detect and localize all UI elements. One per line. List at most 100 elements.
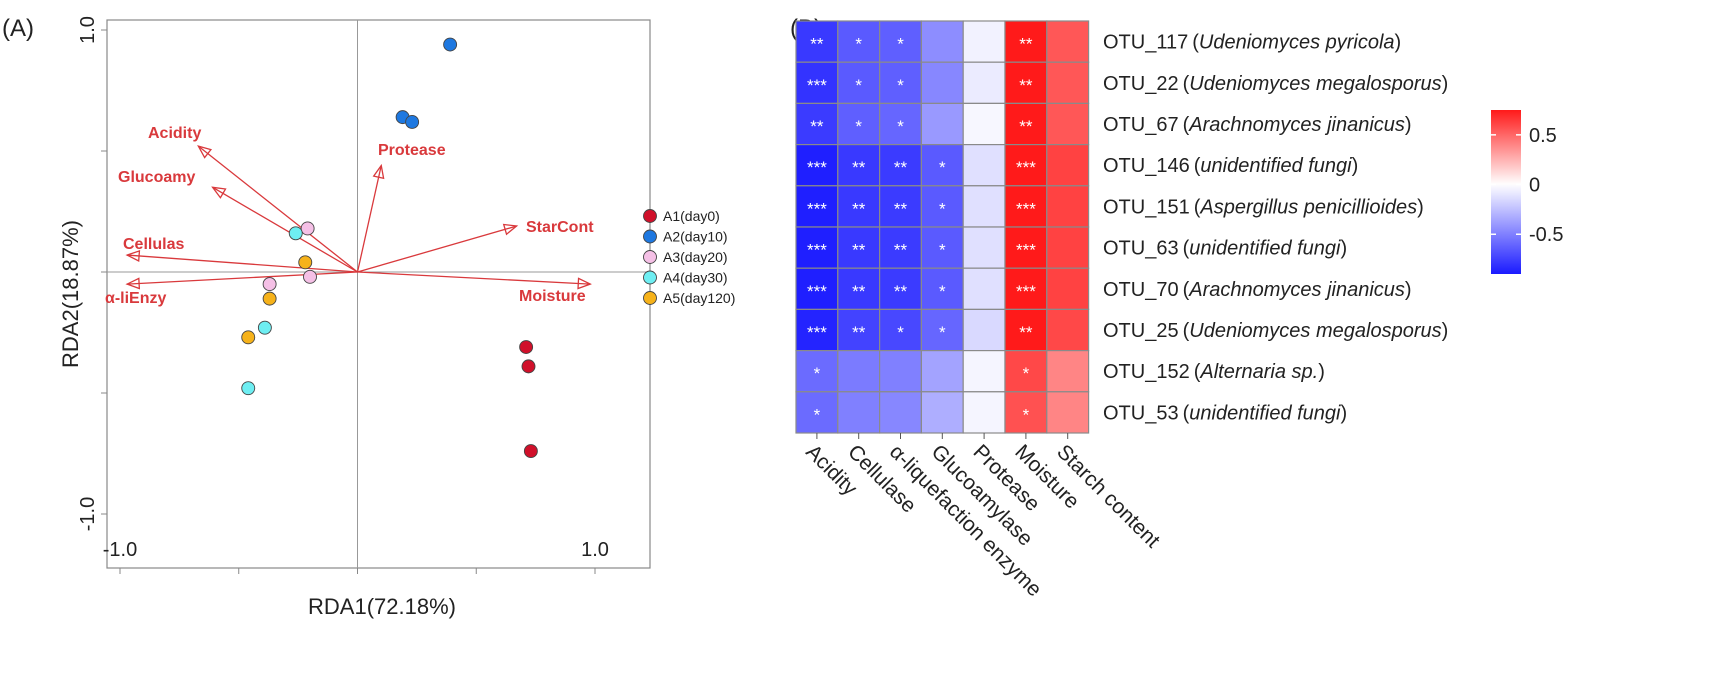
heatmap-cell [1004,102,1048,146]
heatmap-cell [962,144,1006,187]
point-a2 [405,115,420,129]
otu-id: OTU_63 [1103,238,1179,260]
heatmap-cell [1046,391,1090,434]
arrow-label: α-liEnzy [105,290,167,307]
tick-labels: -1.0 1.0 1.0 -1.0 [77,16,609,561]
point-a4 [288,226,303,241]
otu-taxon-close: ) [1405,279,1412,301]
significance-mark: ** [1019,76,1033,95]
otu-taxon: Aspergillus penicillioides [1199,196,1417,218]
significance-mark: ** [1019,323,1033,342]
otu-taxon-close: ) [1318,361,1325,383]
otu-taxon: Udeniomyces megalosporus [1189,320,1441,342]
arrow-shaft [127,271,358,285]
heatmap-cell [878,144,922,187]
significance-mark: * [897,323,904,342]
otu-id: OTU_67 [1103,114,1179,136]
point-a5 [262,291,277,306]
heatmap-cell [837,350,881,393]
otu-taxon-close: ) [1352,155,1359,177]
row-label: OTU_22 (Udeniomyces megalosporus) [1103,73,1448,95]
significance-mark: ** [852,323,866,342]
otu-taxon: Udeniomyces pyricola [1199,32,1395,54]
arrow-shaft [197,145,358,273]
otu-taxon-open: ( [1194,155,1201,177]
heatmap-cell [962,102,1006,146]
heatmap-cell [878,391,922,434]
heatmap-cell [1004,308,1048,352]
significance-mark: * [897,117,904,136]
significance-mark: ** [852,199,866,218]
heatmap-cell [878,20,922,63]
otu-taxon-open: ( [1183,114,1190,136]
heatmap-cell [962,267,1006,311]
heatmap-cell [920,308,964,352]
legend-marker [643,250,657,264]
significance-mark: * [939,158,946,177]
significance-mark: ** [894,158,908,177]
heatmap-cell [795,226,839,269]
otu-taxon: unidentified fungi [1200,155,1352,177]
significance-mark: ** [852,158,866,177]
point-a1 [521,359,536,374]
significance-mark: *** [807,158,827,177]
significance-mark: *** [807,199,827,218]
row-label: OTU_63 (unidentified fungi) [1103,238,1347,260]
heatmap-cell [878,308,922,352]
heatmap-cell [920,61,964,105]
arrow-head [372,163,385,180]
significance-mark: ** [810,35,824,54]
panel-a: (A) -1.0 1.0 1.0 -1.0 RDA1(72.18%) RDA2(18.… [2,15,735,619]
panel-a-label: (A) [2,15,34,42]
otu-taxon-close: ) [1341,238,1348,260]
significance-mark: ** [894,282,908,301]
otu-taxon-open: ( [1194,196,1201,218]
point-a2 [443,37,458,52]
arrow-label: Moisture [519,288,586,305]
heatmap-cells: ** * * ***** * * **** * * ***** ** ** * ****** ** ** * **… [795,20,1090,434]
otu-taxon-open: ( [1183,73,1190,95]
legend-marker [643,291,657,305]
significance-mark: *** [1016,282,1036,301]
x-axis-label: RDA1(72.18%) [308,594,456,619]
heatmap-cell [1046,226,1090,269]
heatmap-cell [1046,267,1090,311]
heatmap-cell [795,20,839,63]
heatmap-cell [795,267,839,311]
heatmap-cell [1004,185,1048,228]
significance-mark: *** [1016,158,1036,177]
heatmap-cell [1046,102,1090,146]
heatmap-cell [1046,61,1090,105]
otu-taxon: Udeniomyces megalosporus [1189,73,1441,95]
significance-mark: * [814,405,821,424]
significance-mark: *** [807,241,827,260]
row-label: OTU_151 (Aspergillus penicillioides) [1103,196,1424,218]
otu-id: OTU_70 [1103,279,1179,301]
heatmap-cell [837,185,881,228]
legend-label: A4(day30) [663,270,728,286]
legend-marker [643,209,657,223]
heatmap-cell [837,102,881,146]
otu-taxon: unidentified fungi [1189,238,1341,260]
point-a4 [257,320,272,335]
legend-marker [643,229,657,244]
row-labels: OTU_117 (Udeniomyces pyricola)OTU_22 (Uden… [1103,32,1448,425]
heatmap-cell [920,391,964,434]
y-tick-label-max: 1.0 [77,16,99,44]
arrow-head [125,277,141,290]
significance-mark: ** [852,282,866,301]
x-tick-label-min: -1.0 [103,539,137,561]
significance-mark: ** [1019,35,1033,54]
heatmap-cell [962,308,1006,352]
significance-mark: * [855,35,862,54]
significance-mark: * [897,35,904,54]
significance-mark: * [814,364,821,383]
row-label: OTU_67 (Arachnomyces jinanicus) [1103,114,1412,136]
significance-mark: ** [810,117,824,136]
legend-marker [643,270,657,285]
x-tick-label-max: 1.0 [581,539,609,561]
otu-id: OTU_146 [1103,155,1190,177]
significance-mark: *** [807,323,827,342]
heatmap-cell [795,144,839,187]
row-label: OTU_152 (Alternaria sp.) [1103,361,1325,383]
